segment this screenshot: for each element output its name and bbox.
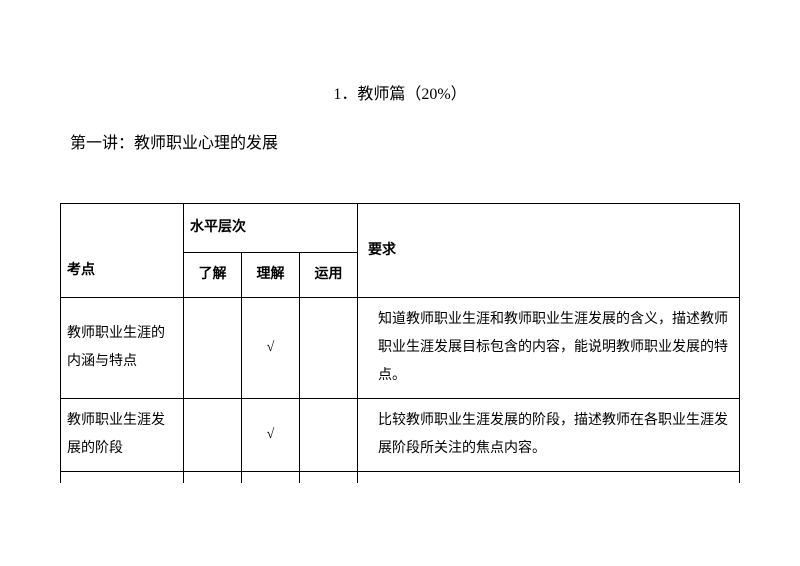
row1-point: 教师职业生涯发展的阶段 [61, 399, 184, 472]
chapter-title: 1．教师篇（20%） [60, 80, 740, 104]
table-row: 教师职业生涯发展的阶段 √ 比较教师职业生涯发展的阶段，描述教师在各职业生涯发展… [61, 399, 740, 472]
row1-check1: √ [242, 399, 300, 472]
header-level-1: 理解 [242, 253, 300, 298]
row0-check1: √ [242, 298, 300, 399]
row2-check2 [300, 472, 358, 484]
header-level-0: 了解 [184, 253, 242, 298]
table-row: 专家型教师的 √ 知道专家型教师的概念，描述专家型教师的教学专长表现并分 [61, 472, 740, 484]
row0-req: 知道教师职业生涯和教师职业生涯发展的含义，描述教师职业生涯发展目标包含的内容，能… [358, 298, 740, 399]
row2-check1: √ [242, 472, 300, 484]
header-level-group: 水平层次 [184, 204, 358, 253]
lecture-subtitle: 第一讲：教师职业心理的发展 [70, 129, 740, 153]
header-requirement: 要求 [358, 204, 740, 298]
row2-req: 知道专家型教师的概念，描述专家型教师的教学专长表现并分 [358, 472, 740, 484]
row1-check0 [184, 399, 242, 472]
table-row: 教师职业生涯的内涵与特点 √ 知道教师职业生涯和教师职业生涯发展的含义，描述教师… [61, 298, 740, 399]
row1-check2 [300, 399, 358, 472]
row0-check2 [300, 298, 358, 399]
header-point: 考点 [61, 204, 184, 298]
syllabus-table-container: 考点 水平层次 要求 了解 理解 运用 教师职业生涯的内涵与特点 √ 知道教师职… [60, 203, 740, 483]
row0-point: 教师职业生涯的内涵与特点 [61, 298, 184, 399]
header-level-2: 运用 [300, 253, 358, 298]
header-row-1: 考点 水平层次 要求 [61, 204, 740, 253]
row2-point: 专家型教师的 [61, 472, 184, 484]
syllabus-table: 考点 水平层次 要求 了解 理解 运用 教师职业生涯的内涵与特点 √ 知道教师职… [60, 203, 740, 483]
row0-check0 [184, 298, 242, 399]
row1-req: 比较教师职业生涯发展的阶段，描述教师在各职业生涯发展阶段所关注的焦点内容。 [358, 399, 740, 472]
row2-check0 [184, 472, 242, 484]
